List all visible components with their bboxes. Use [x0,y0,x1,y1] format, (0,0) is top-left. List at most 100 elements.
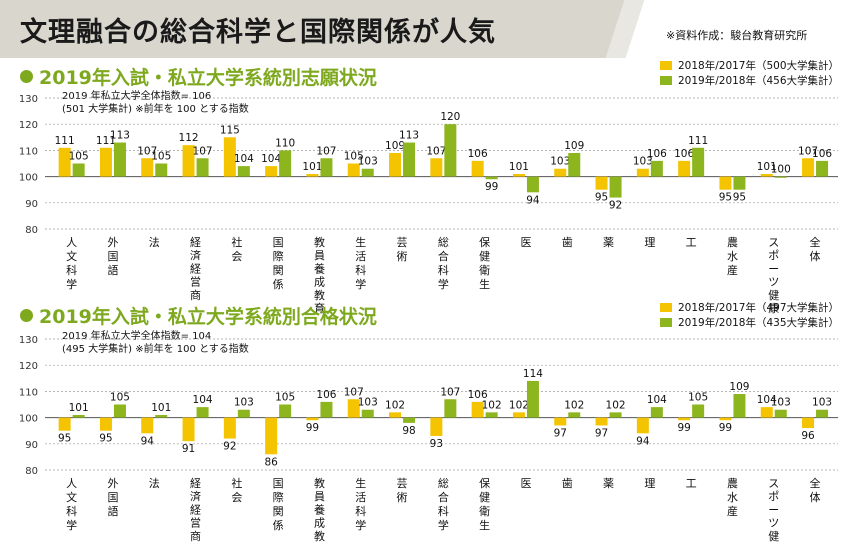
category-label: 科 [66,263,77,277]
legend-label-2018: 2019年/2018年（456大学集計） [678,75,840,87]
category-label: 医 [520,477,531,490]
category-label: 全 [810,235,821,249]
bar-2018 [485,412,498,418]
chart1-legend: 2018年/2017年（500大学集計） 2019年/2018年（456大学集計… [660,58,839,88]
category-label: 教 [314,477,325,490]
data-label: 103 [358,397,378,409]
category-label: 済 [190,489,201,503]
category-label: 衛 [479,264,490,277]
data-label: 104 [234,153,254,165]
data-label: 97 [595,427,608,439]
data-label: 101 [757,161,777,173]
bar-2018 [320,401,333,418]
data-label: 103 [358,156,378,168]
category-label: 営 [190,516,201,530]
category-label: 総 [438,235,449,249]
bar-2018 [444,124,457,177]
category-label: 歯 [562,236,573,249]
bar-2018 [816,160,829,177]
data-label: 115 [220,124,240,136]
category-label: 法 [149,476,160,490]
data-label: 107 [798,145,818,157]
data-label: 95 [595,192,608,204]
bar-2018 [279,150,292,177]
category-label: 工 [686,477,697,490]
data-label: 105 [110,392,130,404]
bar-2017 [99,417,112,431]
bar-2018 [526,176,539,193]
category-label: 商 [190,529,201,543]
bar-2017 [182,417,195,442]
data-label: 106 [647,148,667,160]
data-label: 92 [223,441,236,453]
y-tick-label: 90 [25,199,38,210]
category-label: 語 [107,263,118,277]
data-label: 102 [385,399,405,411]
category-label: 営 [190,275,201,289]
category-label: 科 [438,263,449,277]
category-label: 科 [66,504,77,518]
y-tick-label: 130 [19,94,38,105]
category-label: 学 [355,518,366,532]
bar-2017 [223,417,236,439]
bar-2017 [595,417,608,426]
chart2-legend: 2018年/2017年（497大学集計） 2019年/2018年（435大学集計… [660,300,839,330]
bar-2017 [678,417,691,421]
bar-2018 [237,409,250,418]
bar-2017 [141,158,154,177]
bar-2017 [58,417,71,431]
category-label: 養 [314,261,325,275]
category-label: ス [768,236,779,249]
chart1-note-line1: 2019 年私立大学全体指数= 106 [62,91,212,102]
category-label: 術 [397,250,408,263]
bar-2018 [196,158,209,177]
category-label: 理 [644,236,655,249]
data-label: 106 [812,148,832,160]
data-label: 94 [636,435,650,447]
bar-2018 [403,417,416,423]
data-label: 99 [485,181,498,193]
category-label: 学 [66,277,77,291]
legend-label-2018: 2019年/2018年（435大学集計） [678,317,840,329]
bar-2017 [389,153,402,177]
category-label: 係 [273,278,284,291]
category-label: 体 [810,490,821,504]
category-label: 工 [686,236,697,249]
category-label: 医 [520,236,531,249]
category-label: 国 [273,236,284,249]
category-label: 健 [768,530,779,543]
bar-2018 [568,412,581,418]
category-label: 教 [314,530,325,543]
bar-2018 [692,404,705,418]
legend-label-2017: 2018年/2017年（497大学集計） [678,302,840,314]
category-label: 学 [438,518,449,532]
category-label: 生 [355,235,366,249]
data-label: 107 [440,386,460,398]
category-label: 員 [314,490,325,503]
bar-2017 [430,158,443,177]
category-label: 活 [355,250,366,263]
data-label: 104 [647,394,667,406]
y-tick-label: 110 [19,146,38,157]
category-label: 体 [810,249,821,263]
data-label: 107 [193,145,213,157]
bar-2017 [595,176,608,190]
bar-2018 [196,407,209,418]
legend-label-2017: 2018年/2017年（500大学集計） [678,60,840,72]
data-label: 100 [771,164,791,176]
category-label: 人 [66,477,77,490]
category-label: 科 [355,263,366,277]
data-label: 99 [719,422,732,434]
category-label: 生 [479,518,490,532]
bar-2017 [512,173,525,177]
category-label: 健 [479,491,490,504]
bar-2017 [58,147,71,177]
data-label: 107 [344,386,364,398]
category-label: 合 [438,490,449,504]
category-label: 学 [438,277,449,291]
category-label: 会 [231,491,242,504]
data-label: 111 [96,135,116,147]
data-label: 114 [523,368,543,380]
y-tick-label: 90 [25,440,38,451]
